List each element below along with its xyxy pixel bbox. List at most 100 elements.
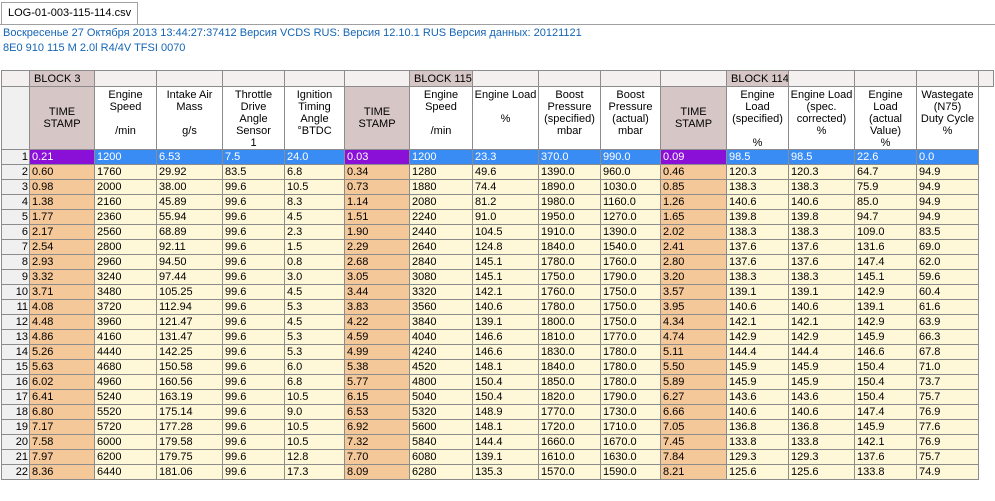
value-cell[interactable]: 4.5 (284, 209, 345, 225)
value-cell[interactable]: 2840 (409, 254, 473, 270)
table-row[interactable]: 20 7.58 6000 179.58 99.6 10.5 7.32 5840 144.4 166… (1, 434, 994, 450)
value-cell[interactable]: 99.6 (222, 299, 285, 315)
value-cell[interactable]: 143.6 (726, 389, 789, 405)
value-cell[interactable]: 2240 (409, 209, 473, 225)
timestamp-cell[interactable]: 0.60 (29, 164, 95, 180)
timestamp-cell[interactable]: 3.05 (344, 269, 410, 285)
value-cell[interactable]: 138.3 (726, 179, 789, 195)
value-cell[interactable]: 1770.0 (600, 329, 661, 345)
table-row[interactable]: 15 5.63 4680 150.58 99.6 6.0 5.38 4520 148.1 1840… (1, 359, 994, 375)
value-cell[interactable]: 5320 (409, 404, 473, 420)
value-cell[interactable]: 1670.0 (600, 434, 661, 450)
column-header[interactable]: Engine Load% (472, 86, 539, 150)
timestamp-cell[interactable]: 2.29 (344, 239, 410, 255)
value-cell[interactable]: 1810.0 (538, 329, 601, 345)
value-cell[interactable]: 99.6 (222, 269, 285, 285)
value-cell[interactable]: 142.9 (726, 329, 789, 345)
value-cell[interactable]: 69.0 (916, 239, 979, 255)
value-cell[interactable]: 99.6 (222, 419, 285, 435)
table-row[interactable]: 5 1.77 2360 55.94 99.6 4.5 1.51 2240 91.0 1950.0 1… (1, 209, 994, 225)
timestamp-cell[interactable]: 2.54 (29, 239, 95, 255)
timestamp-cell[interactable]: 4.74 (660, 329, 727, 345)
value-cell[interactable]: 129.3 (788, 449, 855, 465)
value-cell[interactable]: 138.3 (726, 224, 789, 240)
value-cell[interactable]: 5240 (94, 389, 157, 405)
column-header[interactable]: Boost Pressure (specified) mbar (538, 86, 601, 150)
value-cell[interactable]: 148.1 (472, 359, 539, 375)
value-cell[interactable]: 59.6 (916, 269, 979, 285)
timestamp-cell[interactable]: 0.85 (660, 179, 727, 195)
row-number[interactable]: 18 (1, 404, 30, 420)
timestamp-cell[interactable]: 6.80 (29, 404, 95, 420)
value-cell[interactable]: 38.00 (156, 179, 223, 195)
row-number[interactable]: 19 (1, 419, 30, 435)
value-cell[interactable]: 1630.0 (600, 449, 661, 465)
value-cell[interactable]: 49.6 (472, 164, 539, 180)
value-cell[interactable]: 133.8 (726, 434, 789, 450)
value-cell[interactable]: 131.6 (854, 239, 917, 255)
value-cell[interactable]: 120.3 (788, 164, 855, 180)
value-cell[interactable]: 7.5 (222, 149, 285, 165)
value-cell[interactable]: 1890.0 (538, 179, 601, 195)
value-cell[interactable]: 62.0 (916, 254, 979, 270)
value-cell[interactable]: 99.6 (222, 329, 285, 345)
value-cell[interactable]: 105.25 (156, 284, 223, 300)
row-number[interactable]: 21 (1, 449, 30, 465)
value-cell[interactable]: 1760.0 (600, 254, 661, 270)
value-cell[interactable]: 5720 (94, 419, 157, 435)
value-cell[interactable]: 55.94 (156, 209, 223, 225)
value-cell[interactable]: 181.06 (156, 464, 223, 480)
timestamp-cell[interactable]: 5.11 (660, 344, 727, 360)
timestamp-cell[interactable]: 6.66 (660, 404, 727, 420)
table-row[interactable]: 11 4.08 3720 112.94 99.6 5.3 3.83 3560 140.6 1780… (1, 299, 994, 315)
value-cell[interactable]: 6200 (94, 449, 157, 465)
value-cell[interactable]: 1750.0 (538, 269, 601, 285)
timestamp-cell[interactable]: 1.38 (29, 194, 95, 210)
table-row[interactable]: 3 0.98 2000 38.00 99.6 10.5 0.73 1880 74.4 1890.0… (1, 179, 994, 195)
value-cell[interactable]: 6000 (94, 434, 157, 450)
table-row[interactable]: 17 6.41 5240 163.19 99.6 10.5 6.15 5040 150.4 182… (1, 389, 994, 405)
table-row[interactable]: 2 0.60 1760 29.92 83.5 6.8 0.34 1280 49.6 1390.0 9… (1, 164, 994, 180)
timestamp-cell[interactable]: 7.84 (660, 449, 727, 465)
value-cell[interactable]: 3720 (94, 299, 157, 315)
timestamp-cell[interactable]: 7.58 (29, 434, 95, 450)
value-cell[interactable]: 2640 (409, 239, 473, 255)
value-cell[interactable]: 92.11 (156, 239, 223, 255)
value-cell[interactable]: 175.14 (156, 404, 223, 420)
value-cell[interactable]: 75.7 (916, 389, 979, 405)
value-cell[interactable]: 150.4 (472, 389, 539, 405)
value-cell[interactable]: 99.6 (222, 314, 285, 330)
column-header[interactable]: Wastegate (N75) Duty Cycle% (916, 86, 979, 150)
value-cell[interactable]: 1830.0 (538, 344, 601, 360)
value-cell[interactable]: 83.5 (222, 164, 285, 180)
value-cell[interactable]: 2440 (409, 224, 473, 240)
value-cell[interactable]: 98.5 (788, 149, 855, 165)
value-cell[interactable]: 2360 (94, 209, 157, 225)
value-cell[interactable]: 145.9 (854, 329, 917, 345)
value-cell[interactable]: 177.28 (156, 419, 223, 435)
table-row[interactable]: 7 2.54 2800 92.11 99.6 1.5 2.29 2640 124.8 1840.0… (1, 239, 994, 255)
value-cell[interactable]: 160.56 (156, 374, 223, 390)
value-cell[interactable]: 147.4 (854, 254, 917, 270)
value-cell[interactable]: 77.6 (916, 419, 979, 435)
row-number[interactable]: 2 (1, 164, 30, 180)
column-header[interactable]: Intake Air Mass g/s (156, 86, 223, 150)
timestamp-cell[interactable]: 3.57 (660, 284, 727, 300)
value-cell[interactable]: 137.6 (788, 254, 855, 270)
value-cell[interactable]: 140.6 (726, 194, 789, 210)
value-cell[interactable]: 136.8 (788, 419, 855, 435)
column-header[interactable]: Throttle Drive Angle Sensor 1 (222, 86, 285, 150)
value-cell[interactable]: 104.5 (472, 224, 539, 240)
value-cell[interactable]: 124.8 (472, 239, 539, 255)
value-cell[interactable]: 24.0 (284, 149, 345, 165)
value-cell[interactable]: 4680 (94, 359, 157, 375)
value-cell[interactable]: 10.5 (284, 434, 345, 450)
timestamp-cell[interactable]: 1.90 (344, 224, 410, 240)
value-cell[interactable]: 5.3 (284, 344, 345, 360)
timestamp-cell[interactable]: 3.44 (344, 284, 410, 300)
timestamp-cell[interactable]: 2.02 (660, 224, 727, 240)
value-cell[interactable]: 94.7 (854, 209, 917, 225)
value-cell[interactable]: 1660.0 (538, 434, 601, 450)
value-cell[interactable]: 2.3 (284, 224, 345, 240)
value-cell[interactable]: 1840.0 (538, 239, 601, 255)
